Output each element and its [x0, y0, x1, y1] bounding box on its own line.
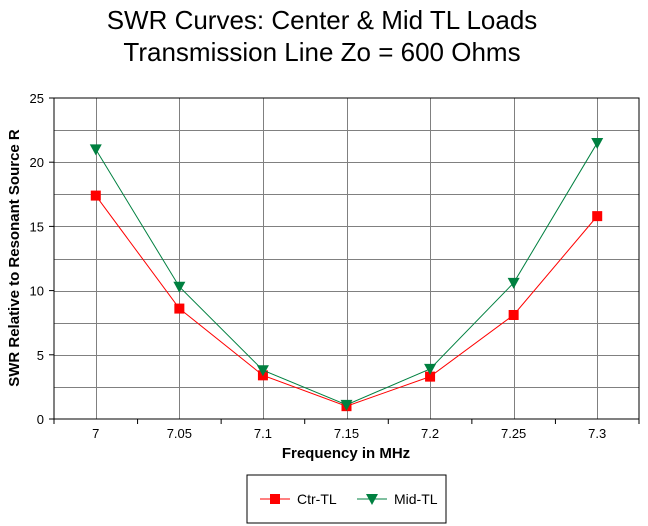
series-group [89, 137, 604, 412]
data-point-mid-tl [340, 399, 353, 411]
x-tick-label: 7.2 [421, 426, 439, 441]
y-tick-label: 0 [37, 412, 44, 427]
y-tick-label: 10 [30, 284, 44, 299]
y-tick-label: 20 [30, 155, 44, 170]
legend: Ctr-TL Mid-TL [246, 474, 447, 524]
x-tick-label: 7.1 [254, 426, 272, 441]
title-line-2: Transmission Line Zo = 600 Ohms [123, 37, 520, 67]
y-tick-label: 5 [37, 348, 44, 363]
x-tick-label: 7 [92, 426, 99, 441]
data-point-ctr-tl [174, 303, 185, 314]
legend-label-ctr-tl: Ctr-TL [297, 491, 337, 507]
data-point-mid-tl [173, 281, 186, 293]
chart-title: SWR Curves: Center & Mid TL Loads Transm… [107, 5, 538, 67]
plot-frame [53, 97, 640, 420]
data-point-mid-tl [89, 144, 102, 156]
x-tick-label: 7.05 [167, 426, 192, 441]
x-tick-label: 7.15 [334, 426, 359, 441]
data-point-ctr-tl [592, 211, 603, 222]
y-tick-label: 15 [30, 219, 44, 234]
data-point-mid-tl [507, 277, 520, 289]
x-tick-label: 7.25 [501, 426, 526, 441]
legend-entry-ctr-tl: Ctr-TL [260, 491, 337, 507]
x-axis-label: Frequency in MHz [282, 445, 410, 462]
data-point-ctr-tl [508, 309, 519, 320]
data-point-mid-tl [591, 137, 604, 149]
series-mid-tl [89, 137, 604, 411]
y-axis-label: SWR Relative to Resonant Source R [6, 129, 23, 387]
grid [54, 98, 639, 419]
y-tick-label: 25 [30, 91, 44, 106]
data-point-mid-tl [256, 365, 269, 377]
data-point-ctr-tl [90, 190, 101, 201]
title-line-1: SWR Curves: Center & Mid TL Loads [107, 5, 538, 35]
axis-ticks: 0 5 10 15 20 25 7 7.05 7.1 7.15 7.2 7.25 7.3 [30, 91, 640, 441]
legend-entry-mid-tl: Mid-TL [357, 491, 438, 507]
legend-marker-mid-tl [366, 494, 378, 505]
x-tick-label: 7.3 [588, 426, 606, 441]
legend-marker-ctr-tl [270, 494, 280, 504]
legend-label-mid-tl: Mid-TL [394, 491, 438, 507]
data-point-mid-tl [424, 363, 437, 375]
data-point-ctr-tl [425, 371, 436, 382]
plot-area [54, 98, 639, 419]
